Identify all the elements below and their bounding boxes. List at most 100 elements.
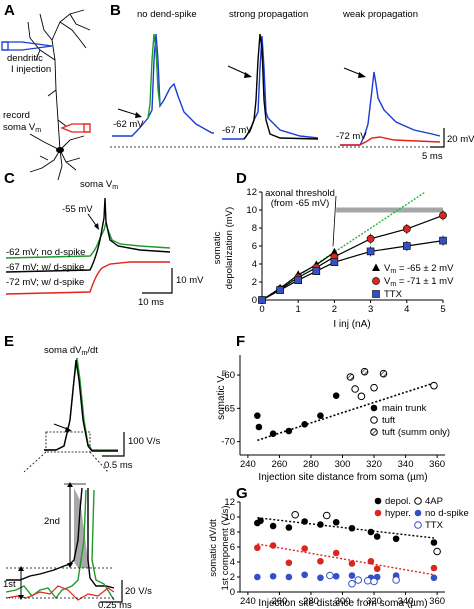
x-tick-label: 2 (332, 304, 337, 315)
threshold-band (336, 207, 443, 213)
data-point-f (370, 383, 378, 392)
data-point-g (363, 576, 372, 585)
scale-bar-e-inset: 20 V/s 0.25 ms (98, 580, 152, 609)
x-tick-label: 4 (404, 304, 409, 315)
panel-d-label: D (236, 170, 247, 187)
y-tick-label: 2 (252, 277, 257, 288)
title-strong-propagation: strong propagation (229, 9, 308, 20)
threshold-annotation-line2: (from -65 mV) (271, 198, 330, 209)
y-tick-label: 12 (246, 187, 257, 198)
y-tick-label: -65 (221, 403, 235, 414)
panel-e-label: E (4, 333, 14, 350)
x-tick-label: 1 (296, 304, 301, 315)
x-tick-label: 0 (259, 304, 264, 315)
inset-e: 1st 2nd 20 V/s 0.25 ms (3, 482, 152, 609)
x-tick-label: 260 (271, 596, 287, 607)
data-point-g (354, 576, 363, 584)
y-tick-label: 0 (252, 295, 257, 306)
legend-label-f: main trunk (382, 403, 427, 414)
scale-b-ms: 5 ms (422, 151, 443, 162)
y-axis-label-d-2: depolarization (mV) (224, 207, 235, 289)
scale-bar-c: 10 mV 10 ms (138, 268, 204, 308)
data-point-f (351, 385, 359, 393)
legend-label-g: 4AP (425, 496, 443, 507)
legend-marker-g (414, 497, 422, 505)
y-tick-label: 4 (230, 557, 235, 568)
chart-g: G 240 260 280 300 320 340 360 0 2 4 6 8 10 12 somatic d… (208, 485, 469, 609)
data-point-g (269, 542, 277, 549)
data-point-d (439, 236, 447, 245)
data-point-f (357, 392, 366, 401)
dendritic-label: dendritic (7, 53, 43, 64)
panel-e-title: soma dVm/dt (44, 345, 98, 357)
data-point-f (430, 381, 438, 390)
data-point-d (366, 247, 375, 256)
legend-label-g: no d-spike (425, 508, 469, 519)
fit-line-g (257, 517, 435, 539)
legend-marker-d (372, 290, 380, 298)
title-no-dend-spike: no dend-spike (137, 9, 197, 20)
legend-label-f: tuft (382, 415, 396, 426)
fit-line-g (257, 543, 435, 576)
x-tick-label: 340 (398, 596, 414, 607)
y-tick-label: 0 (230, 587, 235, 598)
data-point-g (254, 573, 261, 581)
data-point-d (439, 211, 447, 220)
fit-line-f (257, 382, 435, 442)
data-point-d (312, 267, 321, 276)
data-point-g (348, 579, 356, 588)
legend-label-g: hyper. (385, 508, 411, 519)
data-point-g (392, 535, 400, 543)
x-tick-label: 300 (335, 596, 351, 607)
data-point-g (317, 521, 324, 528)
soma-vm-label: soma Vm (3, 122, 41, 134)
y-axis-label-g-2: 1st component (V/s) (220, 505, 231, 590)
data-point-g (392, 576, 400, 584)
trace-strong-propagation: -67 mV (222, 33, 319, 140)
scale-c-mv: 10 mV (176, 275, 204, 286)
panel-a: A dendritic I inj (1, 2, 91, 181)
x-tick-label: 300 (335, 459, 351, 470)
y-tick-label: 8 (252, 223, 257, 234)
trace-c-67 (5, 197, 171, 273)
panel-b-label: B (110, 2, 121, 19)
y-axis-label-f-main: somatic V (216, 376, 227, 420)
data-point-f (255, 423, 263, 431)
x-tick-label: 240 (240, 596, 256, 607)
scale-b-mv: 20 mV (447, 134, 474, 145)
x-tick-label: 280 (303, 596, 319, 607)
x-tick-label: 320 (366, 596, 382, 607)
trace-c-62 (5, 221, 171, 259)
data-point-f (254, 412, 261, 419)
x-axis-label-f: Injection site distance from soma (µm) (258, 472, 427, 483)
legend-label-d-part: V (384, 276, 391, 287)
x-tick-label: 340 (398, 459, 414, 470)
scale-e-ms: 0.5 ms (104, 460, 133, 471)
data-point-g (257, 517, 264, 525)
panel-c-label: C (4, 170, 15, 187)
data-point-f (317, 412, 324, 419)
peak-label: -55 mV (62, 204, 93, 215)
data-point-g (348, 560, 356, 567)
legend-marker-g (414, 509, 422, 517)
data-point-g (367, 557, 375, 565)
trace-c-72 (5, 261, 170, 295)
data-point-f (379, 369, 388, 378)
data-point-g (285, 524, 293, 531)
data-point-g (301, 571, 308, 579)
scale-bar-e: 100 V/s 0.5 ms (102, 432, 160, 471)
data-point-g (269, 522, 277, 530)
data-point-g (326, 571, 334, 580)
threshold-annotation: axonal threshold (265, 188, 335, 199)
data-point-d (276, 286, 284, 294)
legend-marker-f (370, 428, 378, 436)
y-tick-label: -60 (221, 370, 235, 381)
data-point-f (346, 373, 355, 381)
data-point-g (332, 518, 340, 526)
data-point-g (433, 547, 441, 556)
panel-c-title: soma Vm (80, 179, 118, 191)
y-axis-label-g: somatic dV/dt (208, 519, 219, 577)
data-point-g (332, 549, 340, 557)
